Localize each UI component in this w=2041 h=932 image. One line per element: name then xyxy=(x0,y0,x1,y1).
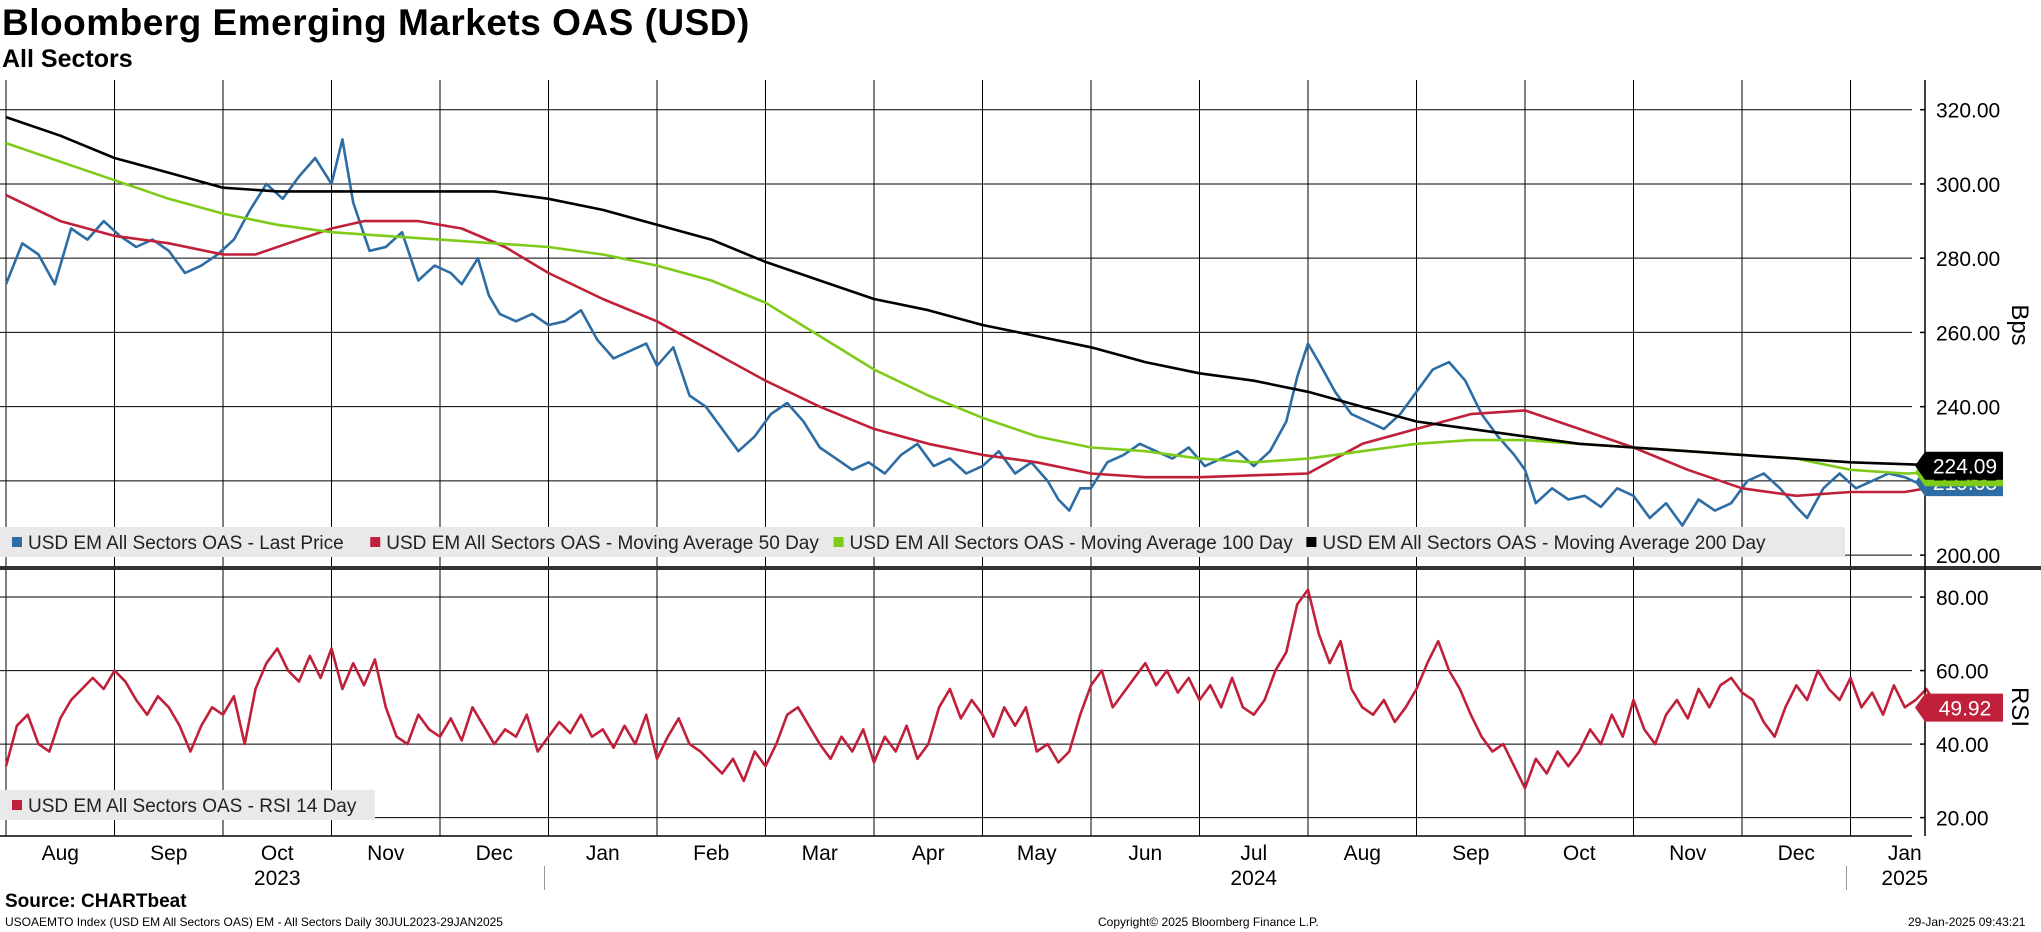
y-tick-label: 200.00 xyxy=(1936,545,2000,568)
x-tick-label: May xyxy=(1017,842,1057,865)
y-tick-label: 20.00 xyxy=(1936,808,1989,831)
y-tick-label: 40.00 xyxy=(1936,734,1989,757)
x-tick-label: Mar xyxy=(802,842,838,865)
x-tick-label: Feb xyxy=(693,842,729,865)
x-tick-label: Apr xyxy=(912,842,945,865)
chart-title: Bloomberg Emerging Markets OAS (USD) xyxy=(2,2,750,43)
y-axis-label: RSI xyxy=(2006,687,2033,727)
legend-box xyxy=(0,790,375,820)
x-tick-label: Dec xyxy=(1778,842,1815,865)
legend-box xyxy=(0,527,1845,557)
last-value-label: 224.09 xyxy=(1933,456,1997,479)
year-label: 2024 xyxy=(1230,867,1277,890)
legend-label: USD EM All Sectors OAS - Moving Average … xyxy=(386,533,819,554)
year-label: 2023 xyxy=(254,867,301,890)
x-tick-label: Sep xyxy=(150,842,187,865)
x-tick-label: Nov xyxy=(1669,842,1707,865)
last-value-tag xyxy=(1915,451,2003,480)
source-note: Source: CHARTbeat xyxy=(5,891,187,912)
legend-label: USD EM All Sectors OAS - Moving Average … xyxy=(850,533,1294,554)
legend-swatch xyxy=(370,537,381,547)
legend-swatch xyxy=(1306,537,1317,547)
legend-label: USD EM All Sectors OAS - Last Price xyxy=(28,533,344,554)
x-tick-label: Dec xyxy=(476,842,513,865)
x-tick-label: Oct xyxy=(261,842,294,865)
x-tick-label: Jan xyxy=(1888,842,1922,865)
y-tick-label: 300.00 xyxy=(1936,174,2000,197)
legend-swatch xyxy=(833,537,844,547)
panel-separator xyxy=(0,566,2041,570)
year-label: 2025 xyxy=(1881,867,1928,890)
legend-swatch xyxy=(12,537,22,547)
series-line xyxy=(5,193,1949,498)
x-tick-label: Jul xyxy=(1240,842,1267,865)
last-value-label: 49.92 xyxy=(1939,698,1992,721)
footer-timestamp: 29-Jan-2025 09:43:21 xyxy=(1908,915,2026,929)
x-tick-label: Sep xyxy=(1452,842,1489,865)
chart-subtitle: All Sectors xyxy=(2,45,133,73)
y-tick-label: 60.00 xyxy=(1936,661,1989,684)
y-axis-label: Bps xyxy=(2006,304,2033,345)
legend-swatch xyxy=(12,800,22,810)
footer-index-info: USOAEMTO Index (USD EM All Sectors OAS) … xyxy=(5,915,503,929)
x-tick-label: Jan xyxy=(586,842,620,865)
series-line xyxy=(4,138,1949,527)
x-tick-label: Nov xyxy=(367,842,405,865)
y-tick-label: 280.00 xyxy=(1936,248,2000,271)
legend-label: USD EM All Sectors OAS - Moving Average … xyxy=(1322,533,1766,554)
y-tick-label: 80.00 xyxy=(1936,587,1989,610)
x-tick-label: Oct xyxy=(1563,842,1596,865)
legend-label: USD EM All Sectors OAS - RSI 14 Day xyxy=(28,796,357,817)
y-tick-label: 320.00 xyxy=(1936,100,2000,123)
series-line xyxy=(5,115,1949,467)
y-tick-label: 260.00 xyxy=(1936,322,2000,345)
series-line xyxy=(4,588,1949,790)
last-value-tag xyxy=(1915,693,2003,722)
x-tick-label: Aug xyxy=(42,842,79,865)
y-tick-label: 240.00 xyxy=(1936,397,2000,420)
x-tick-label: Jun xyxy=(1128,842,1162,865)
footer-copyright: Copyright© 2025 Bloomberg Finance L.P. xyxy=(1098,915,1319,929)
x-tick-label: Aug xyxy=(1344,842,1381,865)
